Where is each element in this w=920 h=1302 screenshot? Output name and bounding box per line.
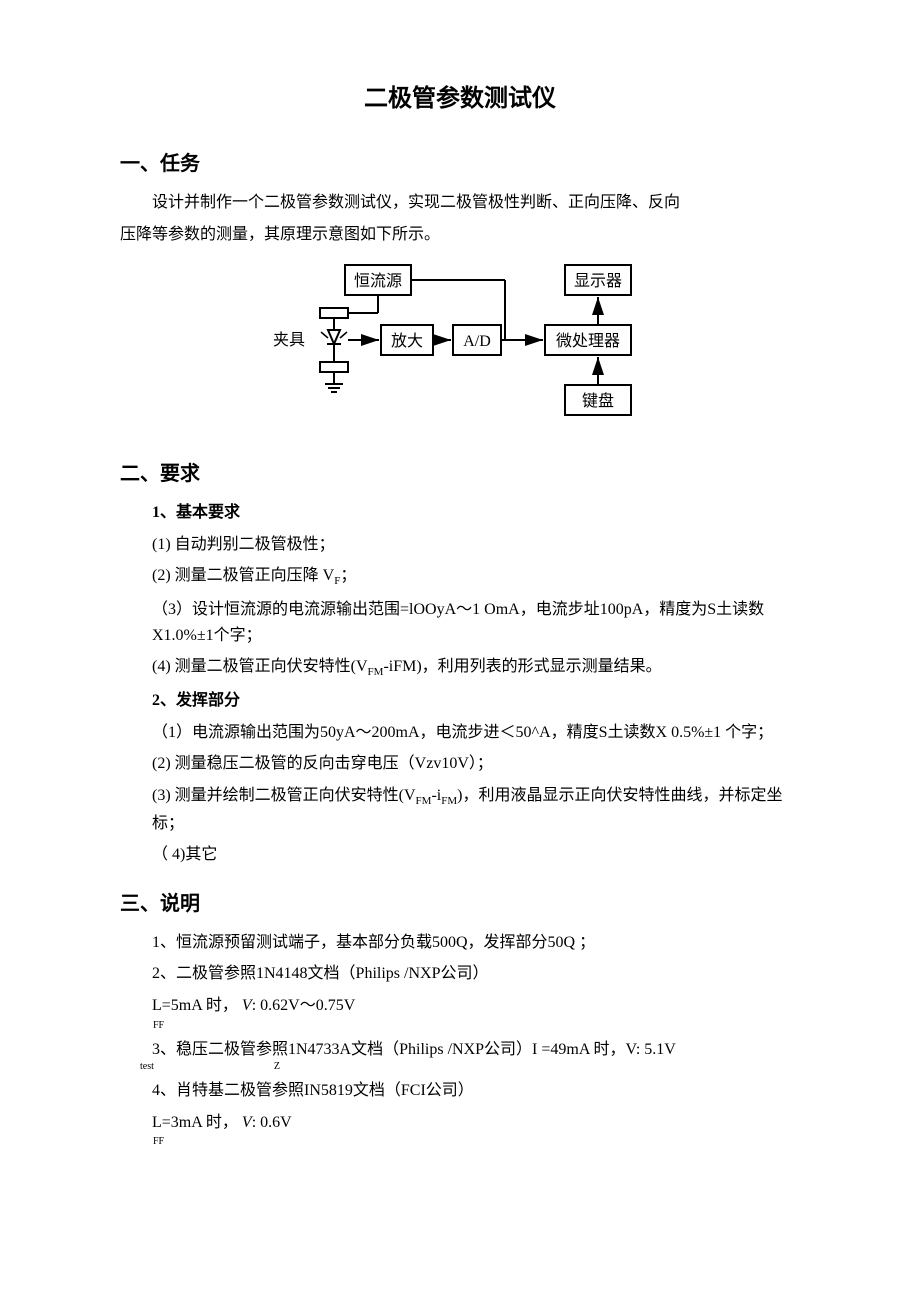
s3-2v: L=5mA 时， V: 0.62V〜0.75V <box>152 993 800 1019</box>
section3-heading: 三、说明 <box>120 888 800 920</box>
s3-3-subL: test <box>140 1061 154 1072</box>
s3-3-subR: Z <box>274 1061 280 1072</box>
e3-sub2: FM <box>441 795 457 807</box>
diagram-fixture-label: 夹具 <box>273 331 305 349</box>
b4-mid: -iFM)，利用列表的形式显示测量结果。 <box>383 658 661 675</box>
ext-3: (3) 测量并绘制二极管正向伏安特性(VFM-iFM)，利用液晶显示正向伏安特性… <box>152 783 800 836</box>
b4-sub1: FM <box>368 667 384 679</box>
e3-sub1: FM <box>416 795 432 807</box>
diagram-display-label: 显示器 <box>574 272 622 290</box>
e3-mid: -i <box>431 787 441 804</box>
e3-a: (3) 测量并绘制二极管正向伏安特性(V <box>152 787 416 804</box>
basic-heading: 1、基本要求 <box>152 500 800 526</box>
doc-title: 二极管参数测试仪 <box>120 80 800 118</box>
section1-heading: 一、任务 <box>120 148 800 180</box>
ext-1: （1）电流源输出范围为50yA〜200mA，电流步进＜50^A，精度S土读数X … <box>152 720 800 746</box>
diagram-mcu-label: 微处理器 <box>556 332 620 350</box>
s3-2-sub: FF <box>153 1021 800 1031</box>
s3-4v: L=3mA 时， V: 0.6V <box>152 1110 800 1136</box>
section1-p1: 设计并制作一个二极管参数测试仪，实现二极管极性判断、正向压降、反向 <box>120 190 800 216</box>
s3-4-sub: FF <box>153 1137 800 1147</box>
basic-2: (2) 测量二极管正向压降 VF； <box>152 563 800 591</box>
section1-p2: 压降等参数的测量，其原理示意图如下所示。 <box>120 222 800 248</box>
diagram-keyboard-label: 键盘 <box>582 391 614 410</box>
s3-2: 2、二极管参照1N4148文档（Philips /NXP公司） <box>152 961 800 987</box>
block-diagram: 恒流源 显示器 夹具 放大 A/D 微处理器 键盘 <box>120 260 800 439</box>
basic-1: (1) 自动判别二极管极性； <box>152 532 800 558</box>
s4v-v: V <box>242 1114 252 1131</box>
ext-4: （ 4)其它 <box>152 842 800 868</box>
s2v-v: V <box>242 997 252 1014</box>
basic-3: （3）设计恒流源的电流源输出范围=lOOyA〜1 OmA，电流步址100pA，精… <box>152 597 800 648</box>
b2-a: (2) 测量二极管正向压降 V <box>152 567 334 584</box>
s4v-a: L=3mA 时， <box>152 1114 242 1131</box>
b2-b: ； <box>340 567 356 584</box>
section2-heading: 二、要求 <box>120 458 800 490</box>
ext-heading: 2、发挥部分 <box>152 688 800 714</box>
diagram-source-label: 恒流源 <box>354 272 402 290</box>
s2v-a: L=5mA 时， <box>152 997 242 1014</box>
diagram-amp-label: 放大 <box>391 332 423 350</box>
s2v-b: : 0.62V〜0.75V <box>252 997 356 1014</box>
ext-2: (2) 测量稳压二极管的反向击穿电压（Vzv10V）； <box>152 751 800 777</box>
s3-3: 3、稳压二极管参照1N4733A文档（Philips /NXP公司）I =49m… <box>152 1037 800 1063</box>
s3-4: 4、肖特基二极管参照IN5819文档（FCI公司） <box>152 1078 800 1104</box>
diagram-adc-label: A/D <box>463 333 491 350</box>
b4-a: (4) 测量二极管正向伏安特性(V <box>152 658 368 675</box>
basic-4: (4) 测量二极管正向伏安特性(VFM-iFM)，利用列表的形式显示测量结果。 <box>152 654 800 682</box>
s4v-b: : 0.6V <box>252 1114 292 1131</box>
s3-1: 1、恒流源预留测试端子，基本部分负载500Q，发挥部分50Q ； <box>152 930 800 956</box>
